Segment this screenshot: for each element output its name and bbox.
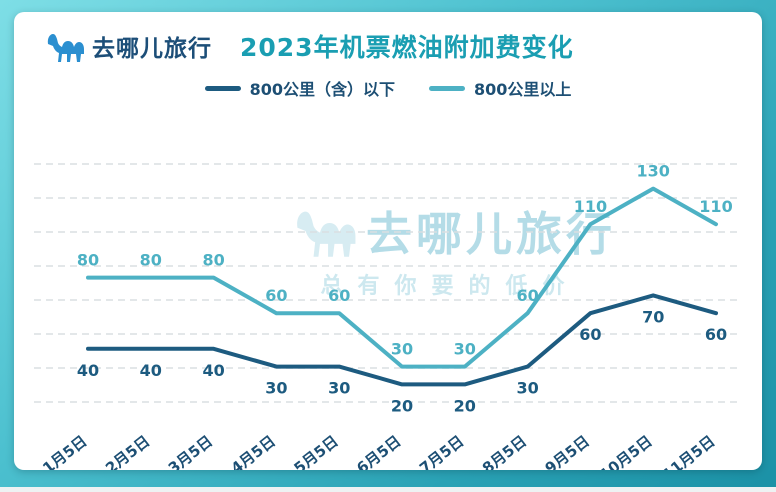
svg-text:30: 30 [265, 379, 287, 398]
bottom-strip [0, 487, 776, 492]
header: 去哪儿旅行 2023年机票燃油附加费变化 [14, 12, 762, 64]
chart-area: 去哪儿旅行 总有你要的低价 40 40 40 30 30 20 20 30 60 70 60 80 80… [28, 102, 748, 470]
legend-line-swatch-dark [204, 85, 241, 91]
svg-text:9月5日: 9月5日 [542, 432, 593, 470]
svg-text:10月5日: 10月5日 [596, 432, 655, 470]
svg-text:11月5日: 11月5日 [659, 432, 718, 470]
svg-text:110: 110 [699, 197, 732, 216]
svg-text:5月5日: 5月5日 [290, 432, 341, 470]
legend-label: 800公里（含）以下 [249, 80, 395, 99]
chart-card: 去哪儿旅行 2023年机票燃油附加费变化 800公里（含）以下 800公里以上 … [14, 12, 762, 470]
line-chart: 40 40 40 30 30 20 20 30 60 70 60 80 80 80 60 60 30 30 60 11… [34, 162, 742, 470]
svg-text:30: 30 [391, 340, 413, 359]
brand-name: 去哪儿旅行 [92, 36, 212, 62]
legend: 800公里（含）以下 800公里以上 [14, 76, 762, 100]
svg-text:130: 130 [636, 162, 669, 181]
legend-item-over-800km: 800公里以上 [429, 76, 571, 100]
svg-text:60: 60 [705, 325, 727, 344]
svg-text:30: 30 [516, 379, 538, 398]
svg-text:4月5日: 4月5日 [228, 432, 279, 470]
svg-text:80: 80 [140, 251, 162, 270]
svg-text:40: 40 [77, 361, 99, 380]
svg-text:60: 60 [516, 286, 538, 305]
svg-text:110: 110 [574, 197, 607, 216]
svg-text:8月5日: 8月5日 [479, 432, 530, 470]
svg-text:60: 60 [579, 325, 601, 344]
svg-text:30: 30 [328, 379, 350, 398]
page-title: 2023年机票燃油附加费变化 [240, 33, 574, 62]
svg-text:40: 40 [140, 361, 162, 380]
svg-text:60: 60 [265, 286, 287, 305]
svg-text:20: 20 [454, 396, 476, 415]
svg-text:7月5日: 7月5日 [416, 432, 467, 470]
legend-label: 800公里以上 [474, 80, 572, 99]
svg-text:70: 70 [642, 307, 664, 326]
svg-text:3月5日: 3月5日 [165, 432, 216, 470]
svg-text:60: 60 [328, 286, 350, 305]
qunar-camel-logo-icon [40, 28, 84, 64]
svg-text:6月5日: 6月5日 [353, 432, 404, 470]
svg-text:80: 80 [77, 251, 99, 270]
legend-item-under-800km: 800公里（含）以下 [204, 76, 395, 100]
svg-text:40: 40 [202, 361, 224, 380]
svg-text:1月5日: 1月5日 [39, 432, 90, 470]
legend-line-swatch-light [429, 85, 465, 91]
svg-text:30: 30 [454, 340, 476, 359]
svg-text:80: 80 [202, 251, 224, 270]
svg-text:2月5日: 2月5日 [102, 432, 153, 470]
svg-text:20: 20 [391, 396, 413, 415]
